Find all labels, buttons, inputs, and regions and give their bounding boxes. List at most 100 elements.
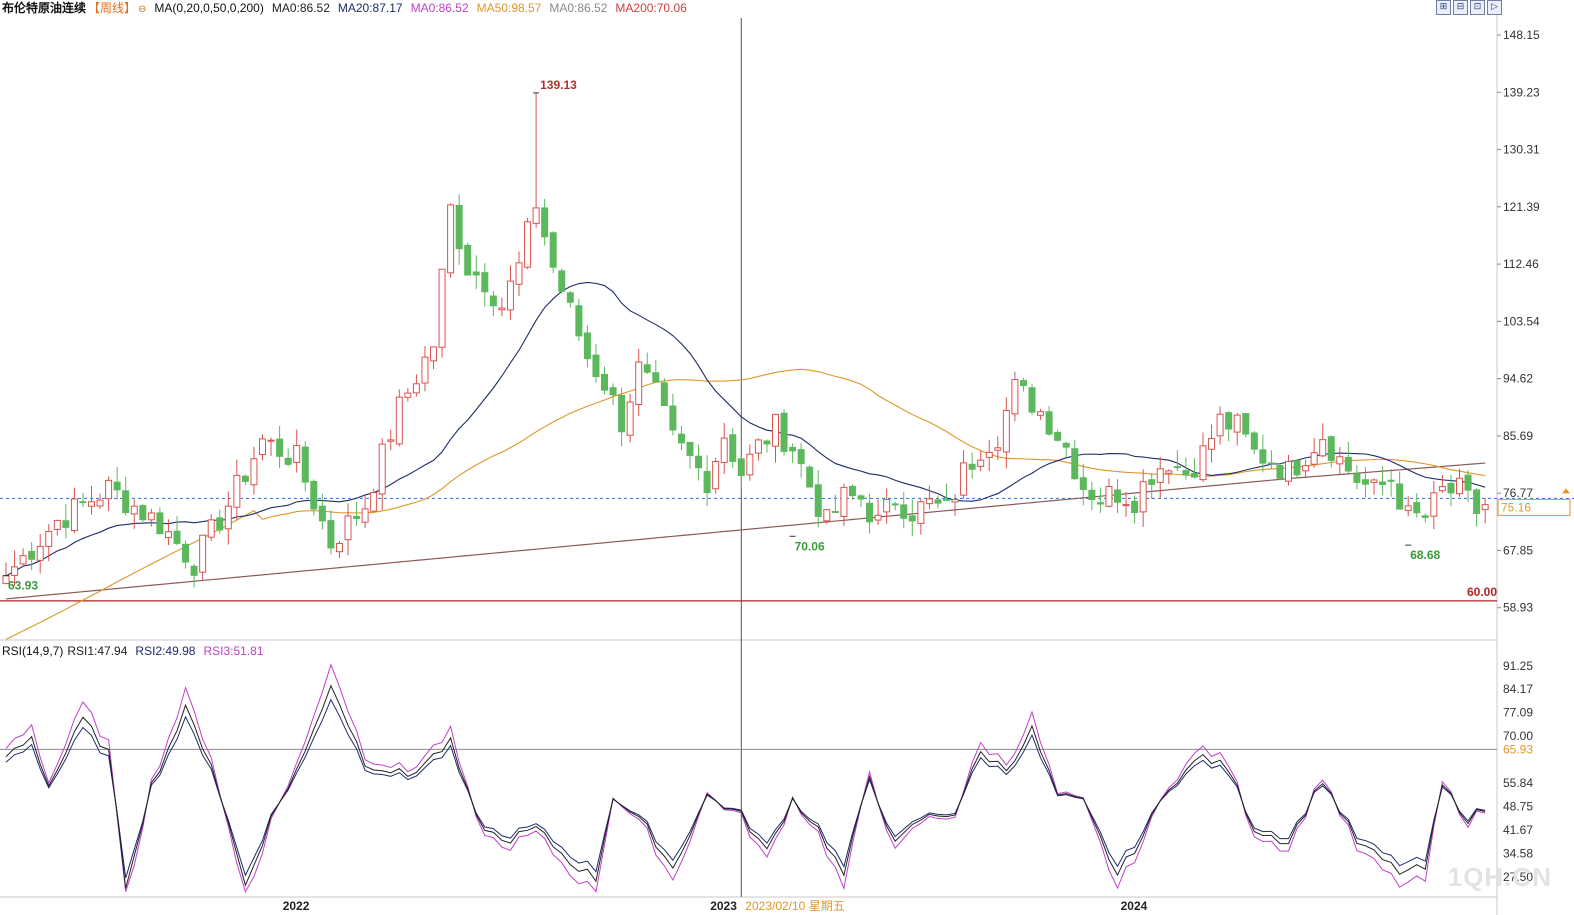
watermark: 1QH.CN: [1447, 862, 1552, 892]
candle: [421, 356, 429, 384]
candle: [207, 519, 215, 538]
rsi-value: RSI3:51.81: [203, 644, 264, 658]
period-label[interactable]: 【周线】: [88, 1, 137, 15]
candle: [900, 504, 908, 519]
zoom-out-icon[interactable]: ⊟: [1453, 0, 1468, 15]
candle: [1225, 412, 1233, 430]
candle: [404, 392, 412, 398]
candle: [686, 441, 694, 457]
candle: [498, 307, 506, 311]
candle: [378, 443, 386, 495]
candle: [489, 295, 497, 307]
candle: [515, 262, 523, 285]
candle: [737, 458, 745, 477]
candle: [968, 463, 976, 470]
candle: [1139, 481, 1147, 513]
candle: [592, 354, 600, 378]
candle: [575, 305, 583, 337]
extreme-label: 63.93: [8, 579, 38, 593]
candle: [1096, 502, 1104, 505]
y-tick-label: 85.69: [1503, 429, 1533, 443]
rsi-value: RSI2:49.98: [135, 644, 196, 658]
candle: [96, 499, 104, 507]
candle: [1387, 479, 1395, 482]
candle: [276, 438, 284, 457]
x-tick-label: 2024: [1121, 899, 1148, 913]
fit-icon[interactable]: ⊡: [1470, 0, 1485, 15]
candle: [139, 505, 147, 521]
candle: [182, 543, 190, 563]
candle: [105, 479, 113, 500]
candle: [1242, 413, 1250, 435]
candle: [310, 480, 318, 510]
y-tick-label: 130.31: [1503, 143, 1540, 157]
candle: [883, 499, 891, 513]
rsi-spec: RSI(14,9,7): [2, 644, 64, 658]
candle: [532, 207, 540, 224]
candle: [19, 555, 27, 565]
candle: [241, 475, 249, 482]
chart-header: 布伦特原油连续 【周线】 ⊖ MA(0,20,0,50,0,200) MA0:86.52…: [2, 1, 695, 17]
candle: [925, 498, 933, 505]
ma20-line: [5, 281, 1486, 577]
candle: [70, 498, 78, 532]
ma50-line: [5, 368, 1486, 640]
instrument-title: 布伦特原油连续: [2, 1, 87, 15]
candle: [199, 534, 207, 573]
extreme-label: 139.13: [540, 78, 577, 92]
candle: [960, 462, 968, 496]
candle: [977, 459, 985, 467]
candle: [652, 372, 660, 383]
x-tick-label: 2022: [283, 899, 310, 913]
extreme-label: 68.68: [1410, 548, 1440, 562]
rsi2-line: [5, 698, 1486, 879]
candle: [1250, 432, 1258, 450]
y-tick-label: 58.93: [1503, 601, 1533, 615]
y-tick-label: 121.39: [1503, 200, 1540, 214]
candle: [908, 515, 916, 522]
candle: [848, 485, 856, 497]
candle: [293, 445, 301, 463]
candle: [524, 221, 532, 268]
candle: [720, 437, 728, 464]
settings-icon[interactable]: ⊖: [138, 4, 147, 15]
current-price-label: 75.16: [1501, 500, 1531, 514]
play-icon[interactable]: ▷: [1487, 0, 1502, 15]
candle: [857, 495, 865, 500]
candle: [566, 292, 574, 303]
candle: [455, 204, 463, 250]
candle: [823, 509, 831, 522]
candle: [216, 517, 224, 531]
candle: [284, 457, 292, 465]
rsi3-line: [5, 663, 1486, 893]
candle: [874, 514, 882, 521]
candle: [1310, 452, 1318, 465]
candle: [1019, 380, 1027, 387]
y-tick-label: 67.85: [1503, 543, 1533, 557]
rsi-tick-label: 65.93: [1503, 743, 1533, 757]
candle: [601, 373, 608, 391]
candle: [45, 530, 53, 547]
candle: [1344, 456, 1352, 472]
candle: [250, 458, 258, 486]
zoom-in-icon[interactable]: ⊞: [1436, 0, 1451, 15]
crosshair-date-label: 2023/02/10 星期五: [745, 899, 844, 913]
candle: [1105, 486, 1113, 507]
ma-value: MA0:86.52: [271, 1, 330, 15]
rsi-tick-label: 48.75: [1503, 799, 1533, 813]
candle: [780, 412, 788, 452]
candle: [814, 484, 822, 517]
candle: [891, 503, 899, 506]
candle: [831, 510, 839, 513]
x-tick-label: 2023: [710, 899, 737, 913]
candle: [1361, 479, 1369, 485]
candle: [1464, 474, 1472, 491]
candle: [1122, 504, 1130, 507]
candle: [1353, 473, 1361, 483]
candle: [840, 486, 848, 518]
candle: [472, 271, 480, 276]
candle: [1190, 472, 1198, 478]
candle: [353, 515, 361, 519]
candle: [88, 501, 95, 507]
